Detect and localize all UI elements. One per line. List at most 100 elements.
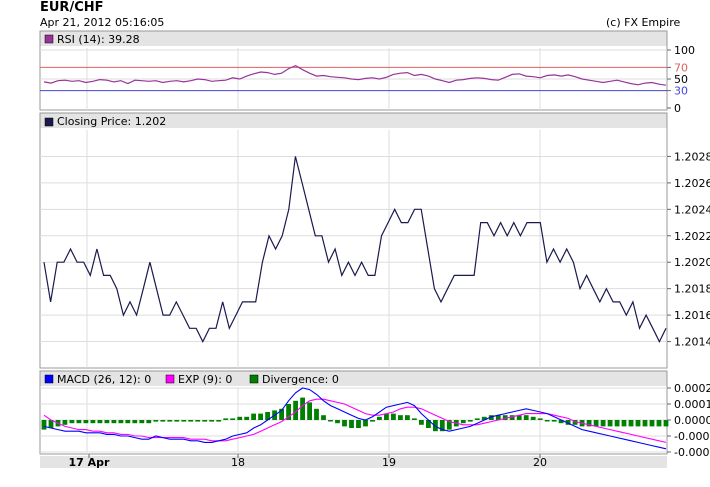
divergence-bar — [307, 402, 312, 420]
divergence-bar — [663, 420, 669, 427]
price-tick-label: 1.2016 — [674, 309, 710, 322]
divergence-bar — [188, 420, 194, 422]
divergence-bar — [481, 416, 487, 420]
divergence-bar — [139, 420, 145, 424]
chart-symbol-title: EUR/CHF — [40, 0, 104, 15]
divergence-bar — [474, 418, 480, 420]
divergence-bar — [558, 420, 564, 424]
divergence-bar — [230, 418, 236, 420]
price-panel-header — [40, 113, 667, 128]
divergence-bar — [90, 420, 96, 424]
divergence-bar — [160, 420, 166, 422]
divergence-bar — [181, 420, 187, 422]
divergence-bar — [244, 416, 250, 420]
divergence-bar — [237, 416, 243, 420]
divergence-bar — [572, 420, 578, 425]
divergence-bar — [377, 416, 382, 420]
divergence-bar — [223, 418, 229, 420]
divergence-bar — [321, 415, 326, 420]
macd-panel-header — [40, 371, 667, 386]
divergence-bar — [209, 420, 215, 422]
divergence-bar — [433, 420, 438, 432]
price-tick-label: 1.2014 — [674, 336, 710, 349]
divergence-bar — [195, 420, 201, 422]
divergence-bar — [649, 420, 655, 427]
divergence-bar — [83, 420, 89, 424]
rsi-tick-label: 100 — [674, 44, 695, 57]
divergence-bar — [391, 413, 396, 420]
divergence-bar — [460, 420, 466, 424]
chart-credit: (c) FX Empire — [606, 16, 681, 29]
price-tick-label: 1.2018 — [674, 283, 710, 296]
price-tick-label: 1.2026 — [674, 177, 710, 190]
divergence-bar — [628, 420, 634, 427]
macd-tick-label: 0.0000 — [674, 414, 710, 427]
price-tick-label: 1.2028 — [674, 150, 710, 163]
x-tick-label: 20 — [533, 456, 547, 469]
divergence-bar — [279, 408, 284, 420]
divergence-bar — [419, 420, 424, 425]
divergence-bar — [216, 420, 222, 422]
divergence-bar — [251, 413, 256, 420]
divergence-bar — [565, 420, 571, 425]
divergence-bar — [174, 420, 180, 422]
x-tick-label: 19 — [382, 456, 396, 469]
exp-legend-swatch — [165, 374, 175, 384]
divergence-bar — [537, 418, 543, 420]
divergence-bar — [502, 415, 508, 420]
divergence-bar — [258, 413, 263, 420]
price-tick-labels: 1.2028 1.2026 1.2024 1.2022 1.2020 1.2018 1.20… — [667, 150, 710, 349]
divergence-bar — [286, 404, 291, 420]
divergence-bar — [656, 420, 662, 427]
macd-panel-frame — [39, 370, 668, 455]
price-tick-label: 1.2024 — [674, 203, 710, 216]
divergence-bar — [467, 420, 473, 422]
macd-tick-label: 0.0001 — [674, 398, 710, 411]
price-tick-label: 1.2022 — [674, 230, 710, 243]
divergence-bar — [488, 415, 494, 420]
rsi-tick-label: 0 — [674, 102, 681, 115]
x-axis: 17 Apr 18 19 20 — [40, 454, 667, 469]
macd-series-line — [43, 387, 667, 450]
exp-signal-line — [43, 398, 667, 443]
divergence-bar — [642, 420, 648, 427]
divergence-bar — [384, 413, 389, 420]
divergence-bar — [523, 415, 529, 420]
rsi-panel-frame — [39, 30, 668, 111]
divergence-bar — [405, 415, 410, 420]
divergence-bar — [62, 420, 68, 425]
price-tick-label: 1.2020 — [674, 256, 710, 269]
divergence-bar — [530, 416, 536, 420]
divergence-bar — [426, 420, 431, 428]
macd-legend-swatch — [44, 374, 54, 384]
divergence-bar — [614, 420, 620, 427]
divergence-bar — [300, 397, 305, 420]
divergence-bar — [118, 420, 124, 424]
divergence-bar — [544, 420, 550, 422]
divergence-bar — [349, 420, 354, 428]
divergence-bar — [132, 420, 138, 424]
rsi-tick-label: 70 — [674, 61, 688, 74]
macd-tick-label: -0.0002 — [674, 446, 710, 459]
macd-tick-label: 0.0002 — [674, 382, 710, 395]
divergence-bar — [607, 420, 613, 427]
divergence-bar — [439, 420, 445, 432]
divergence-bar — [97, 420, 103, 424]
divergence-bar — [370, 420, 375, 422]
divergence-bar — [516, 415, 522, 420]
price-panel-frame — [39, 112, 668, 369]
price-legend-swatch — [44, 117, 54, 127]
divergence-bar — [446, 420, 452, 430]
divergence-bar — [146, 420, 152, 424]
divergence-bar — [495, 415, 501, 420]
macd-tick-label: -0.0001 — [674, 430, 710, 443]
macd-tick-labels: 0.0002 0.0001 0.0000 -0.0001 -0.0002 — [667, 382, 710, 459]
divergence-bar — [111, 420, 117, 424]
rsi-panel-header — [40, 31, 667, 46]
divergence-bar — [551, 420, 557, 422]
divergence-bar — [335, 420, 340, 424]
divergence-bar — [48, 420, 54, 428]
divergence-legend-swatch — [249, 374, 259, 384]
price-grid — [40, 130, 667, 368]
